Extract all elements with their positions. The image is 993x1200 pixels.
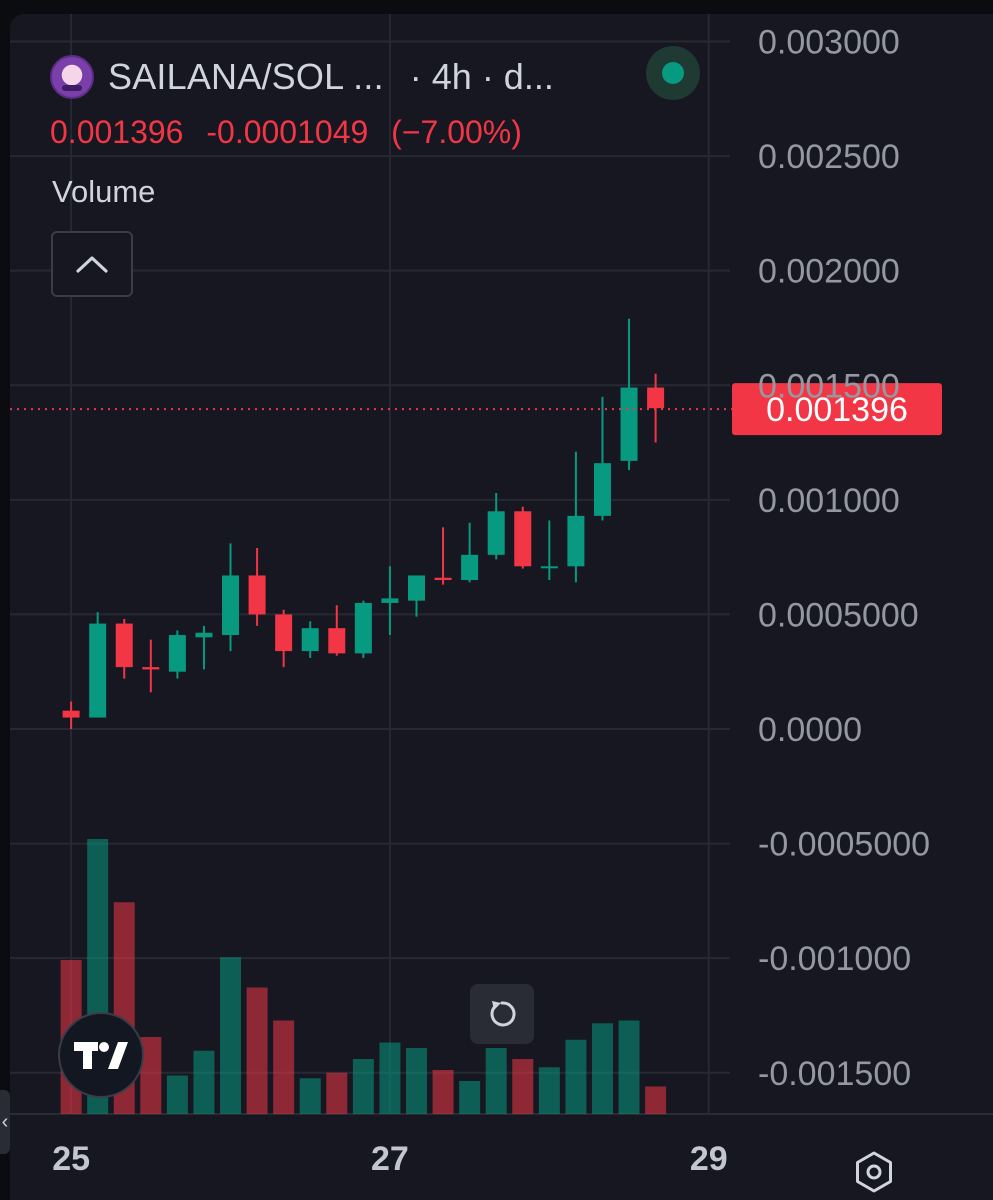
- chart-panel: 0.001396 0.003000 0.002500 0.002000 0.00150…: [10, 14, 993, 1200]
- price-tick-label: 0.001500: [758, 367, 900, 405]
- volume-bar: [432, 1070, 454, 1114]
- volume-indicator-label[interactable]: Volume: [52, 174, 156, 209]
- price-tick-label: 0.001000: [758, 482, 900, 520]
- tradingview-logo-icon: [74, 1042, 128, 1069]
- volume-bar: [193, 1050, 215, 1114]
- candle-body: [115, 623, 133, 668]
- volume-bar: [565, 1039, 587, 1114]
- volume-bar: [485, 1048, 507, 1114]
- interval-label[interactable]: · 4h · d...: [409, 56, 554, 97]
- time-tick-label: 29: [690, 1140, 728, 1178]
- volume-bar: [326, 1072, 348, 1114]
- candle-body: [593, 463, 611, 516]
- chart-canvas[interactable]: 0.001396 0.003000 0.002500 0.002000 0.00150…: [10, 14, 993, 1200]
- candle-body: [142, 667, 160, 670]
- price-tick-label: 0.0005000: [758, 596, 919, 634]
- volume-bar: [379, 1042, 401, 1114]
- candle-body: [514, 511, 532, 567]
- volume-bar: [645, 1086, 667, 1114]
- candle-body: [540, 566, 558, 569]
- settings-button[interactable]: [848, 1146, 900, 1198]
- candle-body: [381, 598, 399, 603]
- candle-body: [328, 628, 346, 654]
- volume-bar: [352, 1059, 374, 1114]
- price-tick-label: -0.001000: [758, 940, 911, 978]
- volume-bar: [459, 1081, 481, 1114]
- price-tick-label: 0.002500: [758, 138, 900, 176]
- candle-body: [487, 511, 505, 555]
- candle-body: [567, 515, 585, 567]
- candle-body: [301, 628, 319, 652]
- candle-body: [434, 577, 452, 581]
- candle-body: [354, 602, 372, 654]
- last-price-badge: [732, 383, 942, 436]
- current-price: 0.001396: [50, 114, 184, 150]
- price-change: -0.0001049: [206, 114, 369, 150]
- left-edge: [0, 0, 10, 1200]
- axes: 0.003000 0.002500 0.002000 0.001500 0.001000…: [52, 24, 930, 1179]
- pair-title[interactable]: SAILANA/SOL ...: [108, 56, 384, 97]
- candles: [62, 318, 665, 729]
- volume-bar: [618, 1020, 640, 1114]
- status-dot-icon: [662, 62, 684, 84]
- volume-bar: [299, 1078, 321, 1114]
- candle-body: [195, 632, 213, 638]
- time-tick-label: 27: [371, 1140, 409, 1178]
- price-tick-label: 0.002000: [758, 253, 900, 291]
- volume-bar: [538, 1067, 560, 1114]
- side-panel-toggle[interactable]: ‹: [0, 1090, 10, 1154]
- price-tick-label: -0.001500: [758, 1055, 911, 1093]
- reset-icon: [490, 1001, 516, 1027]
- volume-bar: [166, 1075, 188, 1114]
- candle-body: [275, 614, 293, 652]
- tradingview-logo[interactable]: [58, 1012, 144, 1098]
- volume-bars: [60, 839, 667, 1114]
- price-tick-label: 0.003000: [758, 24, 900, 62]
- volume-bar: [512, 1059, 534, 1114]
- collapse-legend-button[interactable]: [51, 231, 133, 297]
- candle-body: [168, 635, 186, 672]
- time-tick-label: 25: [52, 1140, 90, 1178]
- reset-chart-button[interactable]: [470, 984, 534, 1044]
- candle-body: [620, 387, 638, 461]
- token-avatar-icon: [50, 55, 94, 99]
- ohlc-values: 0.001396 -0.0001049 (−7.00%): [50, 114, 536, 151]
- chevron-up-icon: [76, 256, 108, 273]
- candle-body: [647, 387, 665, 409]
- candle-body: [89, 623, 107, 718]
- candle-body: [62, 710, 80, 718]
- candle-body: [461, 554, 479, 581]
- market-status-indicator[interactable]: [646, 46, 700, 100]
- volume-bar: [246, 987, 268, 1114]
- price-line-layer: 0.001396: [10, 383, 942, 436]
- last-price-label: 0.001396: [766, 391, 908, 429]
- price-tick-label: 0.0000: [758, 711, 862, 749]
- candle-body: [407, 575, 425, 601]
- volume-bar: [140, 1037, 162, 1114]
- price-change-percent: (−7.00%): [391, 114, 522, 150]
- price-tick-label: -0.0005000: [758, 826, 930, 864]
- candle-body: [248, 575, 266, 615]
- volume-bar: [405, 1048, 427, 1114]
- candle-body: [222, 575, 240, 636]
- settings-icon: [856, 1151, 892, 1193]
- legend-title-row: SAILANA/SOL ... · 4h · d...: [50, 52, 554, 102]
- volume-bar: [220, 957, 242, 1114]
- volume-bar: [273, 1020, 295, 1114]
- volume-bar: [591, 1023, 613, 1114]
